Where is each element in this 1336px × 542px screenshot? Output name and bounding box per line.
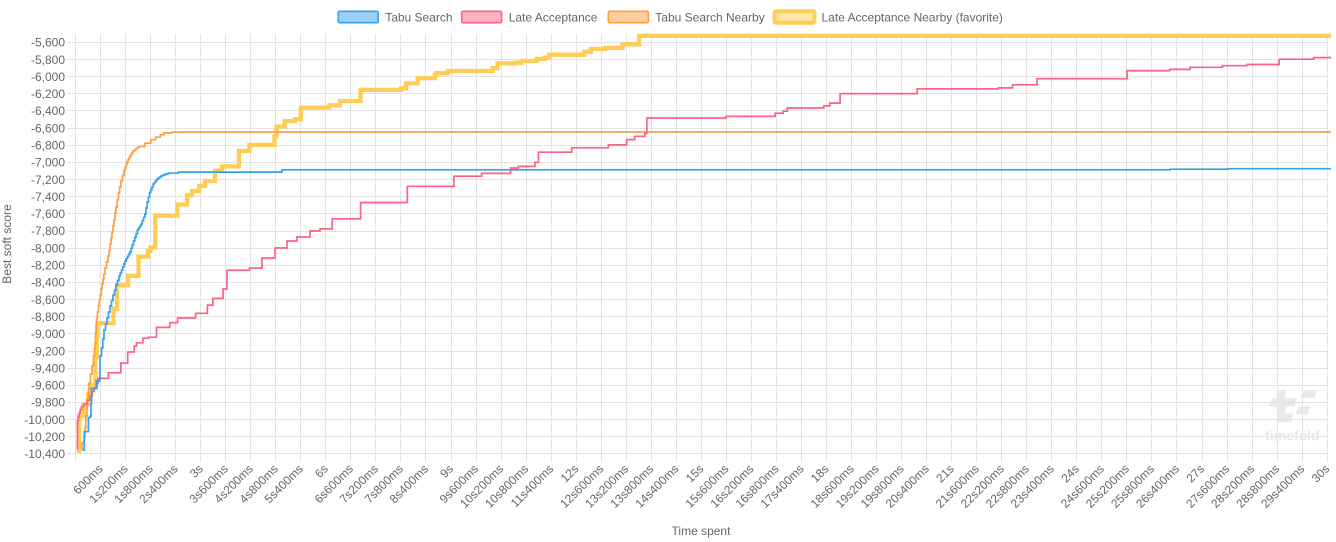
svg-text:-8,400: -8,400 xyxy=(31,276,65,290)
svg-text:-6,000: -6,000 xyxy=(31,70,65,84)
svg-text:-9,000: -9,000 xyxy=(31,327,65,341)
svg-text:-7,800: -7,800 xyxy=(31,224,65,238)
svg-text:-7,200: -7,200 xyxy=(31,173,65,187)
svg-text:Late Acceptance: Late Acceptance xyxy=(509,11,598,25)
svg-text:-9,400: -9,400 xyxy=(31,361,65,375)
svg-text:-9,800: -9,800 xyxy=(31,396,65,410)
svg-text:-7,000: -7,000 xyxy=(31,156,65,170)
svg-text:-8,000: -8,000 xyxy=(31,241,65,255)
svg-text:Time spent: Time spent xyxy=(672,524,732,538)
svg-text:-8,200: -8,200 xyxy=(31,259,65,273)
svg-text:-9,600: -9,600 xyxy=(31,379,65,393)
svg-text:-6,800: -6,800 xyxy=(31,139,65,153)
svg-text:Tabu Search: Tabu Search xyxy=(385,11,452,25)
svg-text:timefold: timefold xyxy=(1265,428,1319,444)
svg-text:Tabu Search Nearby: Tabu Search Nearby xyxy=(655,11,764,25)
svg-text:-5,800: -5,800 xyxy=(31,53,65,67)
svg-text:-10,400: -10,400 xyxy=(24,447,65,461)
svg-text:-10,000: -10,000 xyxy=(24,413,65,427)
svg-text:-10,200: -10,200 xyxy=(24,430,65,444)
svg-text:-6,600: -6,600 xyxy=(31,121,65,135)
svg-text:-7,600: -7,600 xyxy=(31,207,65,221)
svg-text:-9,200: -9,200 xyxy=(31,344,65,358)
svg-text:-7,400: -7,400 xyxy=(31,190,65,204)
svg-text:-5,600: -5,600 xyxy=(31,36,65,50)
svg-text:-8,600: -8,600 xyxy=(31,293,65,307)
svg-text:Best soft score: Best soft score xyxy=(0,204,14,284)
svg-text:-6,200: -6,200 xyxy=(31,87,65,101)
svg-text:-8,800: -8,800 xyxy=(31,310,65,324)
svg-text:-6,400: -6,400 xyxy=(31,104,65,118)
svg-text:Late Acceptance Nearby (favori: Late Acceptance Nearby (favorite) xyxy=(822,11,1003,25)
